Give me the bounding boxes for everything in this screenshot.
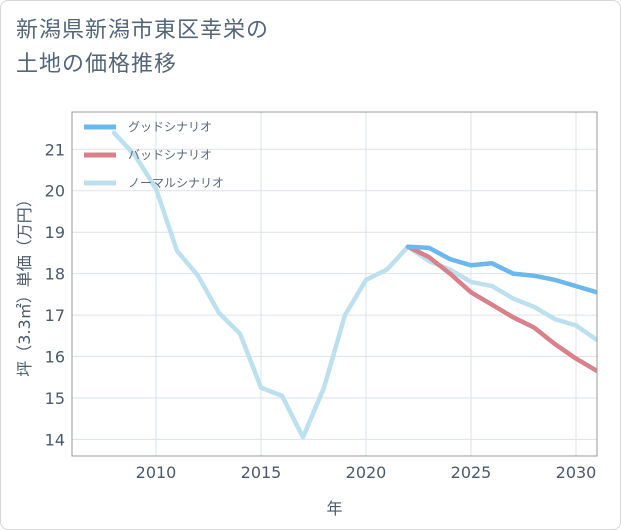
legend-label-1: バッドシナリオ — [128, 148, 212, 162]
y-tick-label-17: 17 — [45, 306, 65, 325]
y-tick-label-19: 19 — [45, 223, 65, 242]
y-axis-ticks: 14 15 16 17 18 19 20 21 — [45, 140, 65, 449]
x-tick-label-2010: 2010 — [136, 463, 177, 482]
chart-title-line-1: 新潟県新潟市東区幸栄の — [16, 18, 270, 43]
series-lines — [111, 130, 597, 440]
y-tick-label-20: 20 — [45, 182, 65, 201]
grid-lines — [72, 112, 597, 456]
series-line-0 — [405, 244, 597, 295]
legend-label-0: グッドシナリオ — [128, 120, 212, 134]
y-axis-title: 坪（3.3㎡）単価（万円） — [15, 191, 34, 376]
x-tick-label-2025: 2025 — [451, 463, 492, 482]
x-tick-label-2015: 2015 — [241, 463, 282, 482]
x-axis-title: 年 — [326, 499, 342, 518]
chart-title-line-2: 土地の価格推移 — [16, 52, 178, 77]
x-tick-label-2030: 2030 — [556, 463, 597, 482]
series-line-1 — [405, 244, 597, 374]
legend-label-2: ノーマルシナリオ — [128, 176, 224, 190]
y-tick-label-18: 18 — [45, 265, 65, 284]
y-tick-label-16: 16 — [45, 348, 65, 367]
x-tick-label-2020: 2020 — [346, 463, 387, 482]
chart-title: 新潟県新潟市東区幸栄の 土地の価格推移 — [16, 14, 269, 82]
y-tick-label-14: 14 — [45, 430, 65, 449]
x-axis-ticks: 2010 2015 2020 2025 2030 — [136, 463, 597, 482]
y-tick-label-21: 21 — [45, 140, 65, 159]
series-line-2 — [111, 130, 597, 440]
y-tick-label-15: 15 — [45, 389, 65, 408]
plot-area-frame — [71, 111, 598, 457]
